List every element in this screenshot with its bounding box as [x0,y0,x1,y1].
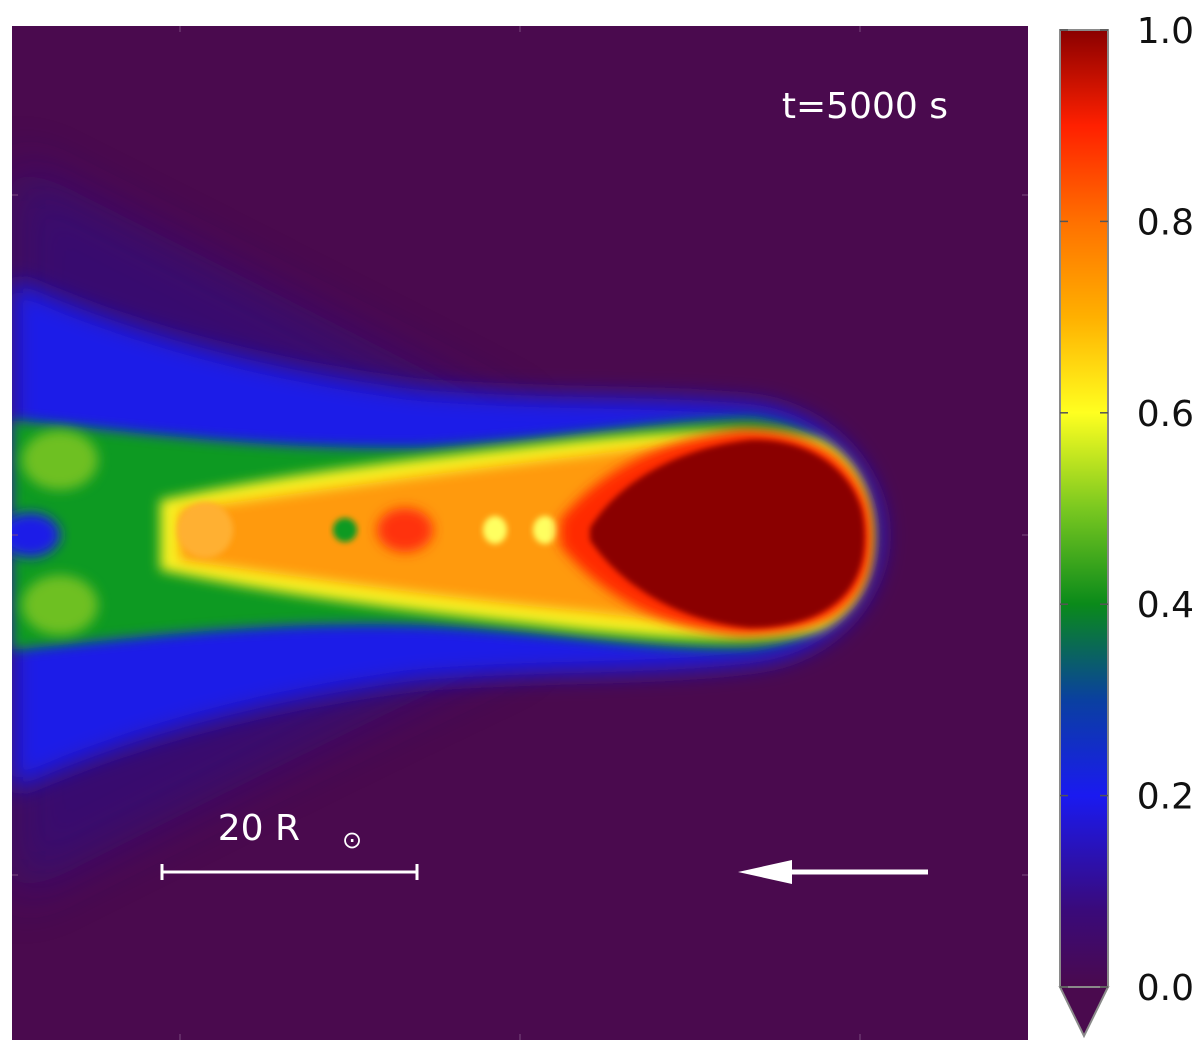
knot-1 [177,502,233,558]
scale-bar-label: 20 R [218,808,300,849]
time-label: t=5000 s [782,86,948,127]
colorbar-tick-label: 0.8 [1137,202,1194,243]
left-hole [12,513,60,557]
knot-4 [533,516,557,544]
knot-2 [377,508,433,552]
colorbar-tick-label: 0.2 [1137,777,1194,818]
direction-arrow-icon [738,860,928,884]
colorbar-ticks: 0.0 0.2 0.4 0.6 0.8 1.0 [1060,11,1194,1009]
knot-hole [333,518,357,542]
plot-area: t=5000 s 20 R ⊙ [12,26,1028,1040]
colorbar-tick-label: 0.0 [1137,968,1194,1009]
colorbar: 0.0 0.2 0.4 0.6 0.8 1.0 [1058,11,1194,1039]
colorbar-tick-label: 0.4 [1137,585,1194,626]
frame-ticks [12,26,1028,1040]
scale-bar: 20 R ⊙ [160,808,419,880]
knot-3 [483,516,507,544]
colorbar-extend-triangle [1058,986,1110,1039]
upper-lobe [22,430,98,490]
lower-lobe [22,575,98,635]
colorbar-tick-label: 0.6 [1137,394,1194,435]
colorbar-tick-label: 1.0 [1137,11,1194,52]
sun-symbol: ⊙ [342,826,362,854]
density-field [12,160,880,900]
colorbar-rect [1059,29,1109,988]
dark-red-core [590,439,865,628]
